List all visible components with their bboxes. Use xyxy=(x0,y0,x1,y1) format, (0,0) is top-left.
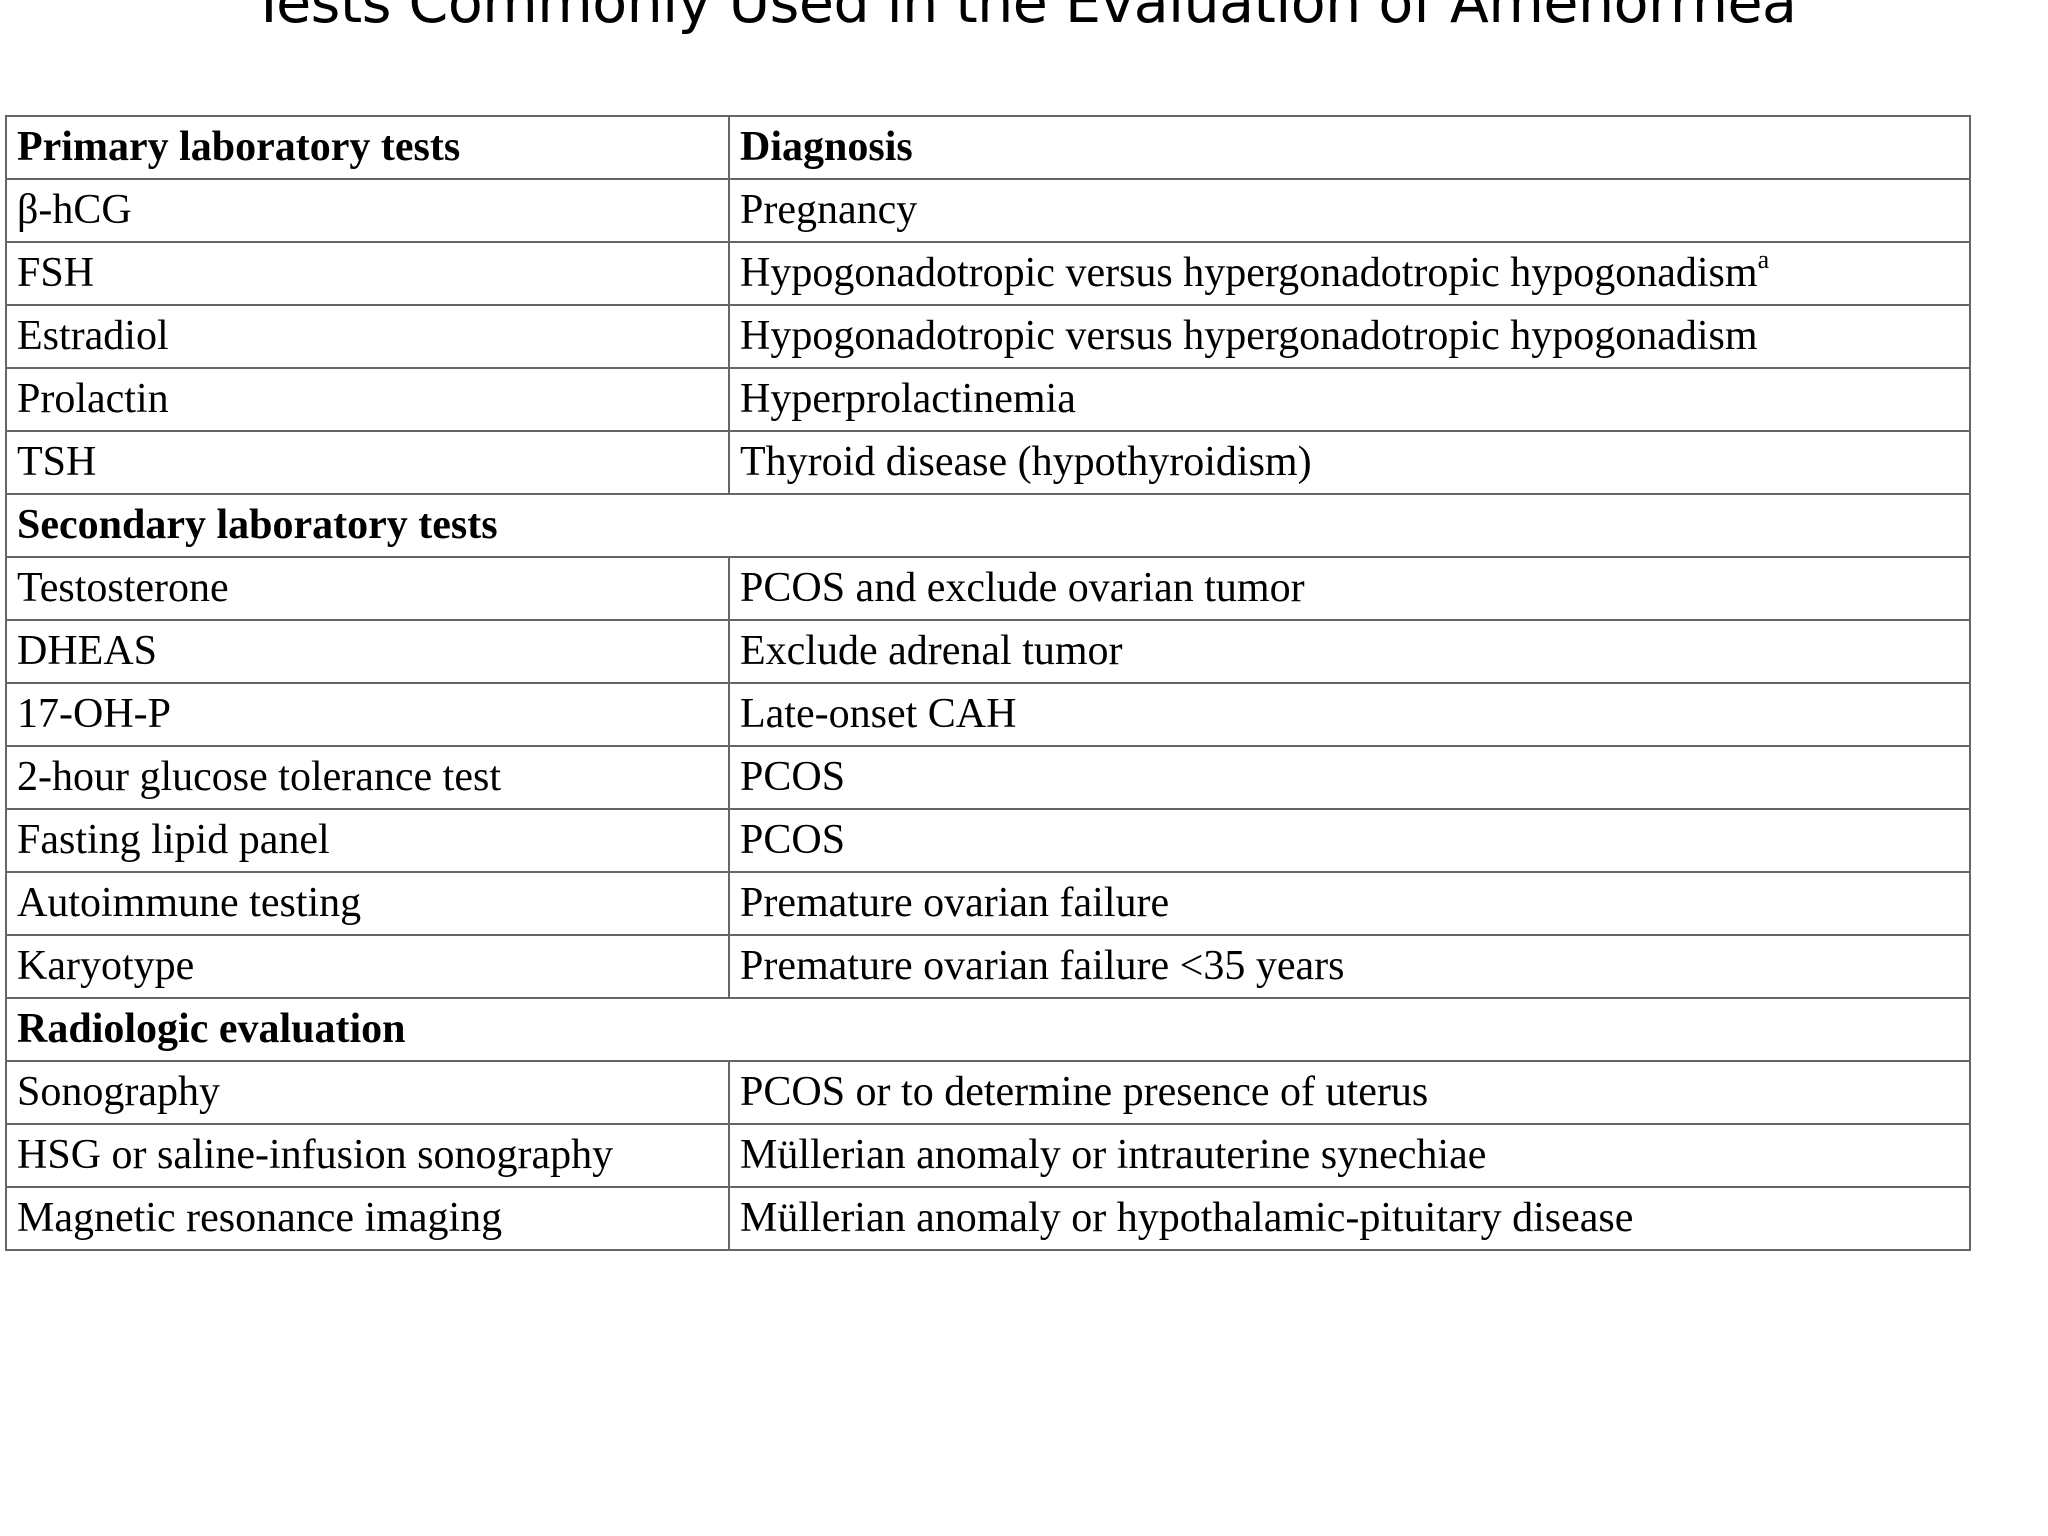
test-cell: Prolactin xyxy=(5,367,730,432)
diagnosis-text: Exclude adrenal tumor xyxy=(740,628,1123,674)
diagnosis-text: Pregnancy xyxy=(740,187,918,233)
table-row: Estradiol Hypogonadotropic versus hypergo… xyxy=(5,304,1971,369)
test-cell: TSH xyxy=(5,430,730,495)
table-row: Testosterone PCOS and exclude ovarian tum… xyxy=(5,556,1971,621)
diagnosis-text: PCOS or to determine presence of uterus xyxy=(740,1069,1429,1115)
diagnosis-cell: Premature ovarian failure <35 years xyxy=(728,934,1971,999)
diagnosis-cell: Hyperprolactinemia xyxy=(728,367,1971,432)
table-row: Secondary laboratory tests xyxy=(5,493,1971,558)
test-cell: HSG or saline-infusion sonography xyxy=(5,1123,730,1188)
diagnosis-cell: Thyroid disease (hypothyroidism) xyxy=(728,430,1971,495)
test-cell: Autoimmune testing xyxy=(5,871,730,936)
diagnosis-cell: Müllerian anomaly or hypothalamic-pituit… xyxy=(728,1186,1971,1251)
test-cell: Magnetic resonance imaging xyxy=(5,1186,730,1251)
table-row: Karyotype Premature ovarian failure <35 y… xyxy=(5,934,1971,999)
table-row: HSG or saline-infusion sonography Mülleri… xyxy=(5,1123,1971,1188)
diagnosis-text: Premature ovarian failure <35 years xyxy=(740,943,1345,989)
diagnosis-text: Late-onset CAH xyxy=(740,691,1017,737)
table-row: Magnetic resonance imaging Müllerian anom… xyxy=(5,1186,1971,1251)
diagnosis-text: Premature ovarian failure xyxy=(740,880,1170,926)
header-cell: Diagnosis xyxy=(728,115,1971,180)
table-row: Autoimmune testing Premature ovarian fail… xyxy=(5,871,1971,936)
diagnosis-text: Hypogonadotropic versus hypergonadotropi… xyxy=(740,313,1758,359)
table-row: 2-hour glucose tolerance test PCOS xyxy=(5,745,1971,810)
diagnosis-cell: Hypogonadotropic versus hypergonadotropi… xyxy=(728,304,1971,369)
table-row: Fasting lipid panel PCOS xyxy=(5,808,1971,873)
diagnosis-cell: Müllerian anomaly or intrauterine synech… xyxy=(728,1123,1971,1188)
diagnosis-cell: Late-onset CAH xyxy=(728,682,1971,747)
diagnosis-cell: PCOS or to determine presence of uterus xyxy=(728,1060,1971,1125)
table-row: Prolactin Hyperprolactinemia xyxy=(5,367,1971,432)
test-cell: Estradiol xyxy=(5,304,730,369)
diagnosis-text: Thyroid disease (hypothyroidism) xyxy=(740,439,1312,485)
diagnosis-cell: PCOS xyxy=(728,808,1971,873)
table-row: 17-OH-P Late-onset CAH xyxy=(5,682,1971,747)
diagnosis-cell: Premature ovarian failure xyxy=(728,871,1971,936)
diagnosis-cell: PCOS and exclude ovarian tumor xyxy=(728,556,1971,621)
test-cell: Testosterone xyxy=(5,556,730,621)
diagnosis-cell: PCOS xyxy=(728,745,1971,810)
table-row: FSH Hypogonadotropic versus hypergonadotr… xyxy=(5,241,1971,306)
diagnosis-text: Müllerian anomaly or intrauterine synech… xyxy=(740,1132,1487,1178)
diagnosis-text: Hyperprolactinemia xyxy=(740,376,1076,422)
slide-title: Tests Commonly Used in the Evaluation of… xyxy=(251,0,1797,36)
diagnosis-text: PCOS xyxy=(740,754,846,800)
table-row: DHEAS Exclude adrenal tumor xyxy=(5,619,1971,684)
test-cell: Karyotype xyxy=(5,934,730,999)
section-cell: Radiologic evaluation xyxy=(5,997,1971,1062)
diagnosis-cell: Pregnancy xyxy=(728,178,1971,243)
diagnosis-text: PCOS and exclude ovarian tumor xyxy=(740,565,1305,611)
diagnosis-text: Hypogonadotropic versus hypergonadotropi… xyxy=(740,250,1758,296)
tests-table: Primary laboratory tests Diagnosis β-hCG… xyxy=(5,115,1971,1251)
test-cell: Sonography xyxy=(5,1060,730,1125)
table-row: TSH Thyroid disease (hypothyroidism) xyxy=(5,430,1971,495)
test-cell: 17-OH-P xyxy=(5,682,730,747)
table-row: Sonography PCOS or to determine presence … xyxy=(5,1060,1971,1125)
diagnosis-cell: Exclude adrenal tumor xyxy=(728,619,1971,684)
diagnosis-cell: Hypogonadotropic versus hypergonadotropi… xyxy=(728,241,1971,306)
diagnosis-text: Müllerian anomaly or hypothalamic-pituit… xyxy=(740,1195,1634,1241)
table-row: Radiologic evaluation xyxy=(5,997,1971,1062)
diagnosis-text: PCOS xyxy=(740,817,846,863)
test-cell: DHEAS xyxy=(5,619,730,684)
footnote-marker: a xyxy=(1757,245,1770,274)
test-cell: Fasting lipid panel xyxy=(5,808,730,873)
header-row: Primary laboratory tests Diagnosis xyxy=(5,115,1971,180)
table-row: β-hCG Pregnancy xyxy=(5,178,1971,243)
header-cell: Primary laboratory tests xyxy=(5,115,730,180)
section-cell: Secondary laboratory tests xyxy=(5,493,1971,558)
test-cell: FSH xyxy=(5,241,730,306)
test-cell: 2-hour glucose tolerance test xyxy=(5,745,730,810)
test-cell: β-hCG xyxy=(5,178,730,243)
